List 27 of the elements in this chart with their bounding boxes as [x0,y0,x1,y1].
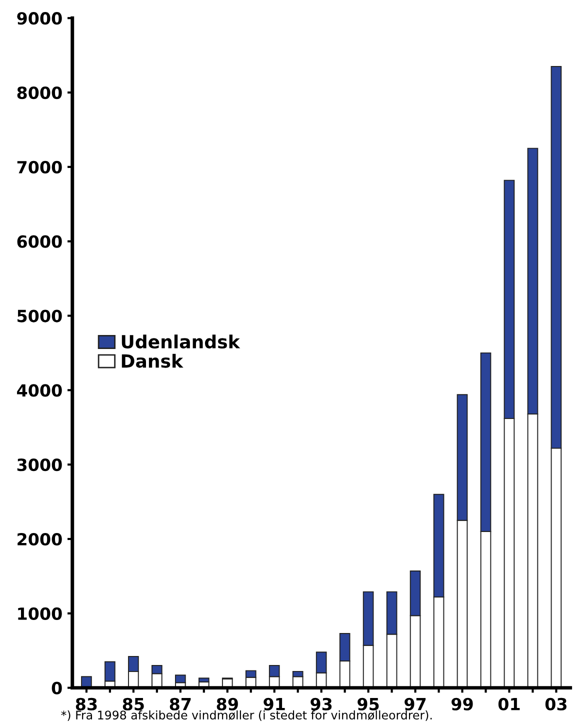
bar [175,674,186,684]
bar [198,678,210,682]
x-tick-label: 93 [310,698,332,710]
x-tick-label: 85 [122,698,144,710]
x-tick-label: 91 [264,698,285,710]
y-tick-label: 3000 [17,458,62,472]
x-tick-label: 01 [498,698,520,710]
y-tick-label: 7000 [17,160,62,174]
x-tick-label: 99 [452,698,473,710]
y-tick-label: 9000 [17,12,62,25]
y-tick-label: 4000 [17,384,62,397]
x-tick-label: 89 [216,698,238,710]
y-tick-label: 2000 [18,532,62,546]
bar [104,661,116,682]
legend-label: Dansk [122,354,184,368]
y-tick-label: 0 [52,682,62,694]
x-tick-label: 95 [358,698,379,710]
y-tick-label: 6000 [17,235,62,248]
x-tick-label: 87 [170,698,191,710]
x-tick-label: 03 [545,698,566,710]
x-tick-label: 83 [76,698,97,710]
y-tick-label: 1000 [18,607,62,620]
y-tick-label: 5000 [18,310,62,322]
legend-label: Udenlandsk [122,334,240,349]
y-tick-label: 8000 [17,86,62,100]
text: *) Fra 1998 afskibede vindmøller (i stedet for vindmølleordrer). [61,710,432,721]
x-tick-label: 97 [404,698,426,710]
